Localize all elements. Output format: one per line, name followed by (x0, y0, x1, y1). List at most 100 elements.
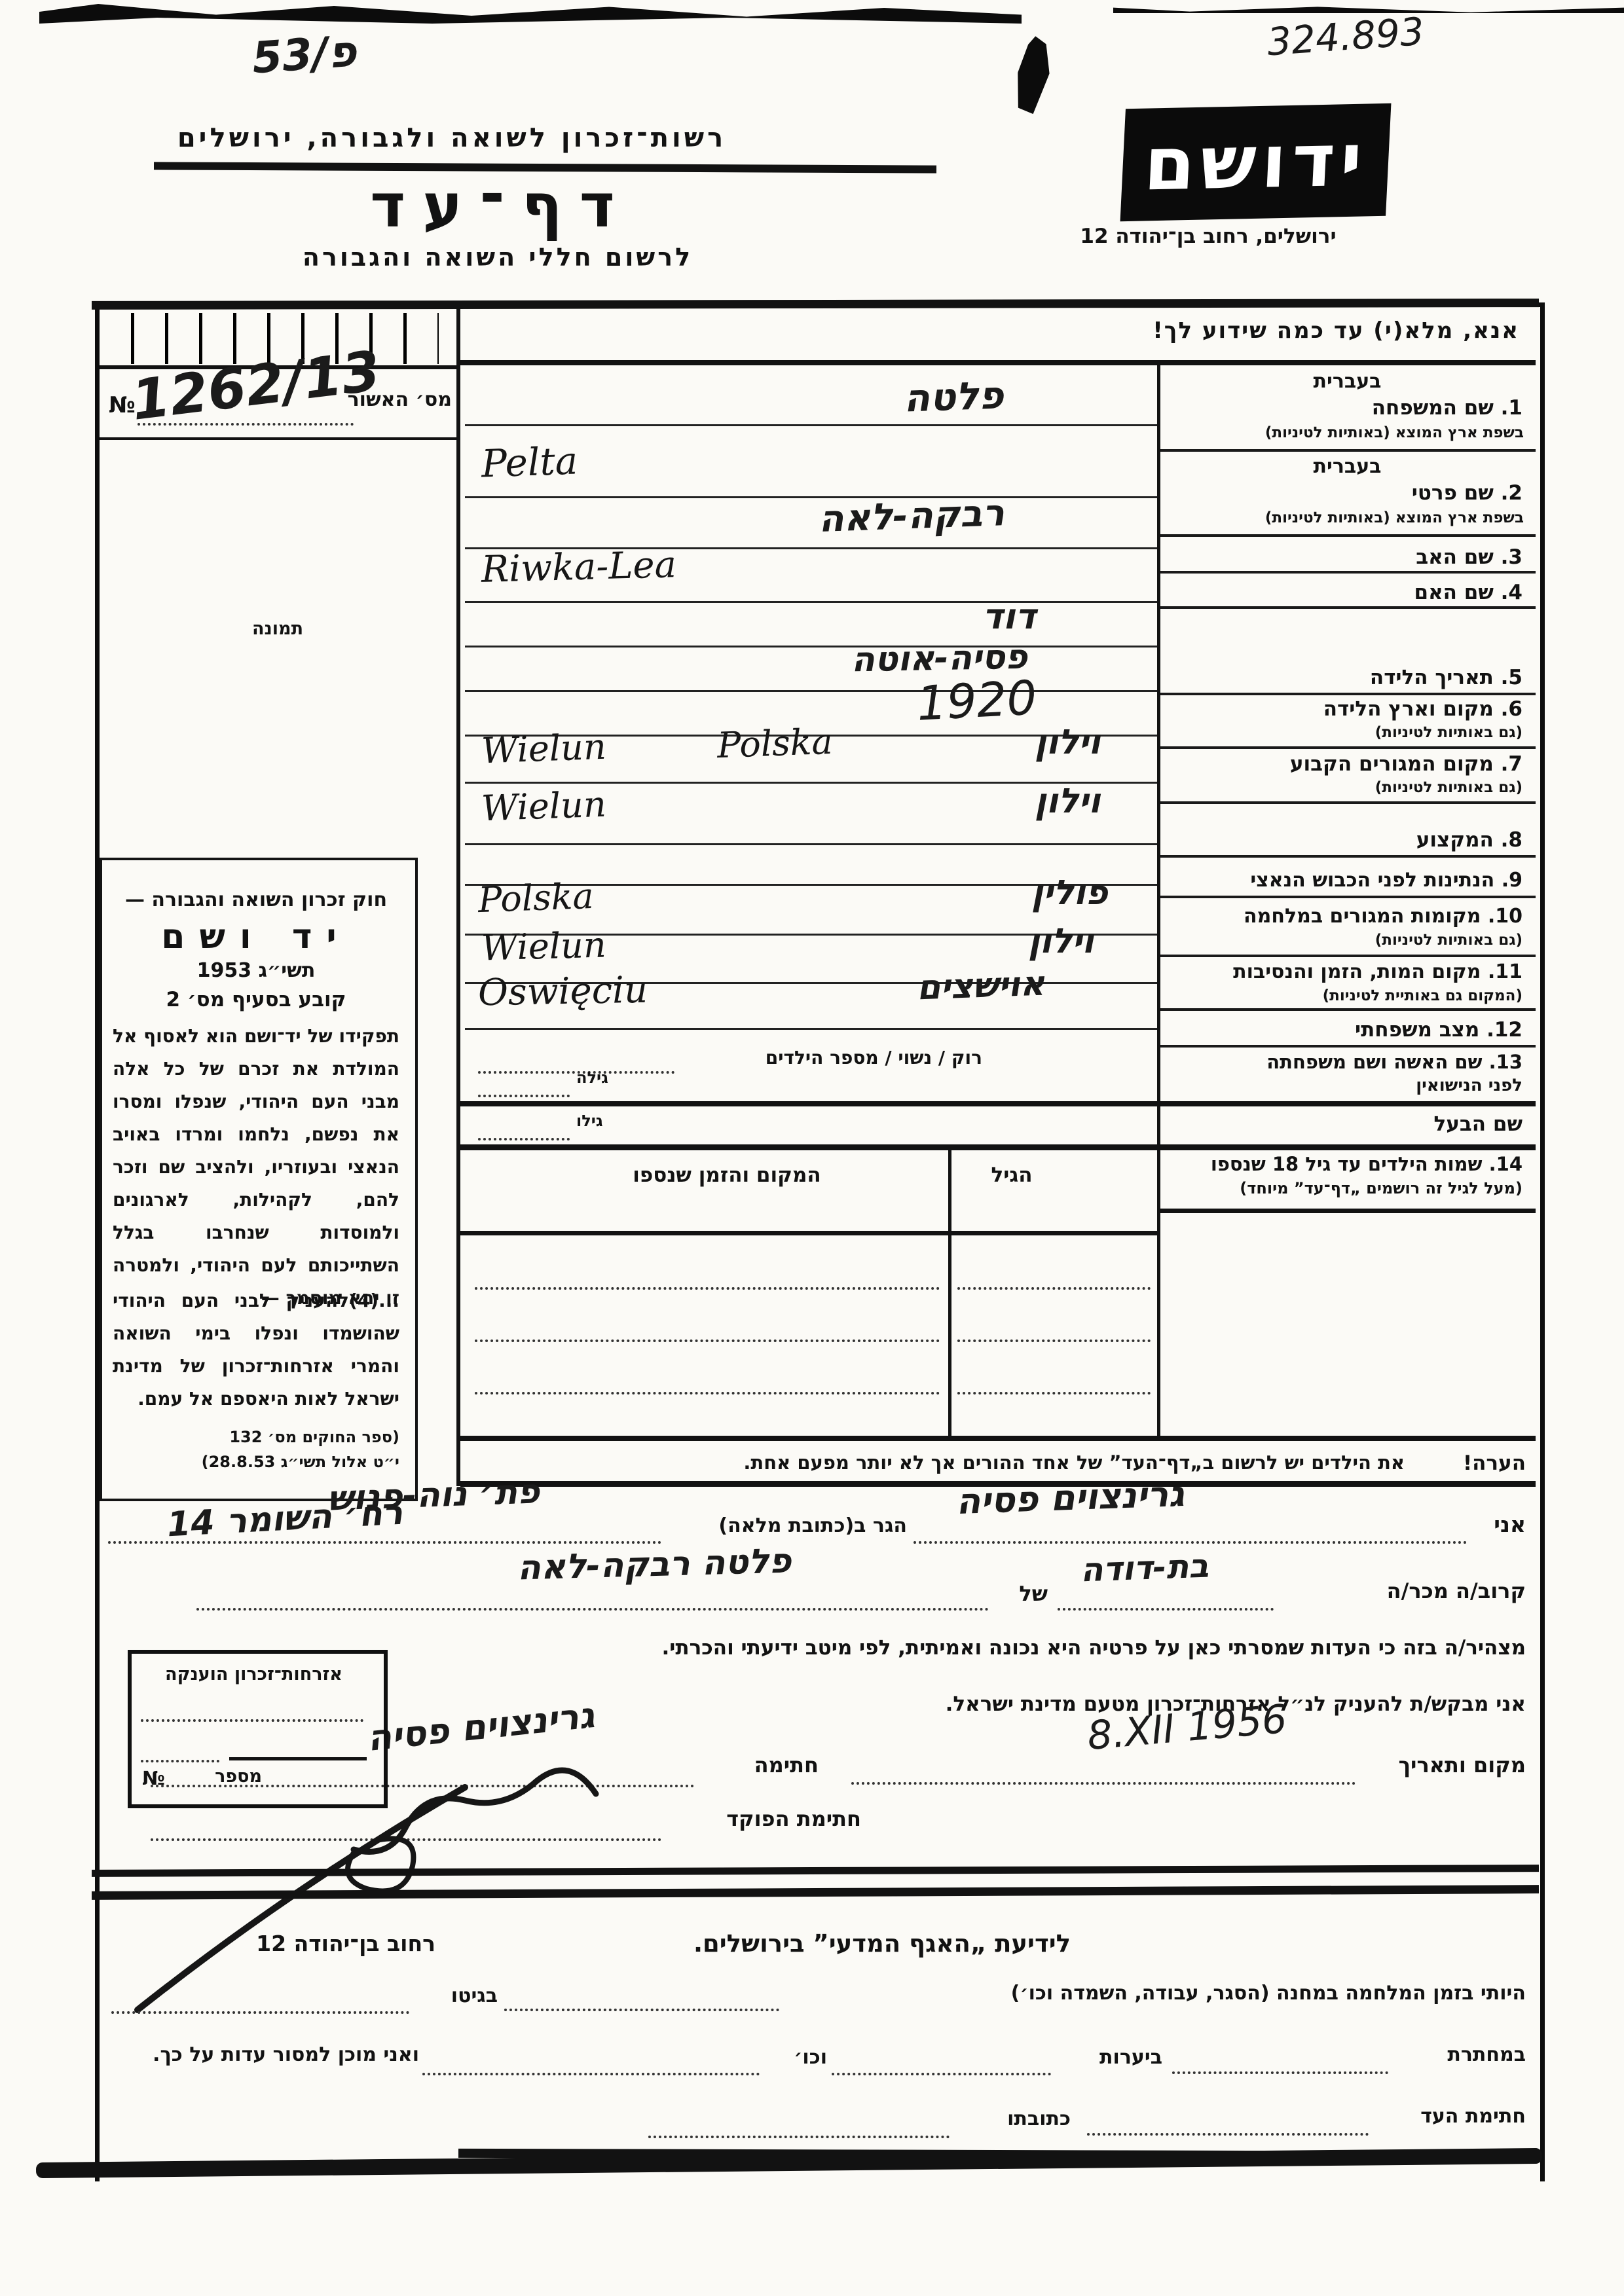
torn-edge-artifact (39, 4, 1022, 24)
war-residence-line (465, 960, 1157, 984)
residence-hebrew-value: וילון (1035, 782, 1101, 821)
note-title: הערה! (1462, 1451, 1526, 1475)
field7-label-underline (1160, 779, 1536, 804)
camp-line-label: היותי בזמן המלחמה במחנה (הסגר, עבודה, הש… (1010, 1982, 1526, 2005)
field11-label: 11. מקום המות, הזמן והנסיבות (1233, 960, 1522, 983)
relation-dotted-line (1058, 1584, 1274, 1611)
photo-label: תמונה (252, 619, 304, 639)
witness-signature-footer-dots (1087, 2109, 1369, 2136)
children-table-top-border (460, 1144, 1536, 1150)
catalog-number-handwritten: 324.893 (1265, 9, 1426, 65)
camp-dotted-line (504, 1985, 779, 2011)
logo-address: ירושלים, רחוב בן־יהודה 12 (1080, 225, 1337, 248)
family-status-options: רוק / נשוי / מספר הילדים (765, 1047, 982, 1068)
memorial-citizenship-stamp (128, 1650, 388, 1808)
fill-instruction: אנא, מלא(י) עד כמה שידוע לך! (1153, 318, 1519, 344)
children-table-bottom-border (460, 1436, 1536, 1441)
residence-line (465, 821, 1157, 845)
children-row2-place-line (475, 1316, 940, 1342)
children-row3-age-line (957, 1368, 1151, 1394)
death-place-hebrew-value: אוישצים (916, 964, 1046, 1008)
field8-label-underline (1160, 831, 1536, 858)
registrar-signature-label: חתימת הפוקד (726, 1806, 861, 1831)
family-name-latin-line (465, 474, 1157, 498)
relation-handwritten: בת-דודה (1080, 1546, 1209, 1590)
label-column-divider (1157, 361, 1160, 1436)
his-address-label: כתובתו (1007, 2107, 1071, 2130)
law-reference-2: י״ט אלול תשי״ג 28.8.53) (201, 1453, 399, 1471)
registration-box-bottom (100, 437, 456, 440)
witness-name-handwritten: גרינצוים פסיה (955, 1472, 1185, 1523)
declaration-i-label: אני (1494, 1512, 1526, 1537)
husband-age-hint: גילו (576, 1112, 603, 1130)
address-dotted-line (108, 1518, 661, 1544)
first-name-hebrew-line (465, 525, 1157, 549)
forests-label: ביערות (1099, 2046, 1162, 2069)
family-status-dots (478, 1048, 674, 1074)
law-body-continued: ...(4)להעניק לבני העם היהודי שהושמדו ונפ… (113, 1290, 399, 1410)
children-row1-age-line (957, 1264, 1151, 1290)
note-text: את הילדים יש לרשום ב„דף־העד” של אחד ההור… (743, 1451, 1405, 1474)
field2-sub-label: בשפת ארץ המוצא (באותיות לטיניות) (1264, 509, 1524, 526)
field6-label-underline (1160, 724, 1536, 749)
stamp-title: אזרחות־זכרון הוענקה (165, 1664, 342, 1685)
field1-language-label: בעברית (1313, 370, 1382, 393)
field12-label-underline (1160, 1021, 1536, 1048)
ready-to-testify-label: ואני מוכן למסור עדות על כך. (153, 2043, 419, 2066)
field14-label: 14. שמות הילדים עד גיל 18 שנספו (1210, 1153, 1522, 1175)
yad-vashem-logo-text: ידושם (1142, 117, 1369, 208)
field3-label-underline (1160, 549, 1536, 574)
profession-line (465, 862, 1157, 886)
field3-label: 3. שם האב (1416, 545, 1522, 569)
field8-label: 8. המקצוע (1416, 828, 1522, 852)
field12-label: 12. מצב משפחתי (1354, 1018, 1522, 1042)
authority-line: רשות־זכרון לשואה ולגבורה, ירושלים (177, 123, 727, 153)
field14-sub-label: (מעל לגיל זה רושמים „דף־עד” מיוחד) (1240, 1179, 1522, 1197)
signature-dotted-line (151, 1761, 694, 1787)
signature-label: חתימה (754, 1753, 819, 1777)
subject-dotted-line (196, 1584, 989, 1611)
yad-vashem-logo: ידושם (1120, 103, 1392, 222)
field2-label: 2. שם פרטי (1411, 481, 1522, 505)
place-date-label: מקום ותאריך (1398, 1753, 1526, 1777)
law-reference-1: (ספר החוקים מס׳ 132 (229, 1428, 399, 1446)
field6-sub-label: (גם באותיות לטיניות) (1375, 724, 1522, 741)
column-divider (456, 302, 460, 1486)
father-name-value: דוד (982, 596, 1037, 637)
birthplace-line (465, 759, 1157, 784)
underground-dotted-line (1172, 2048, 1388, 2074)
field4-label: 4. שם האם (1414, 581, 1522, 604)
relation-label: קרוב/ה מכר/ה (1386, 1578, 1526, 1603)
first-name-latin-line (465, 579, 1157, 603)
birth-year-line (465, 712, 1157, 737)
field2-label-underline (1160, 512, 1536, 537)
children-row2-age-line (957, 1316, 1151, 1342)
registration-dotted-line (138, 399, 354, 426)
law-body: תפקידו של יד־ושם הוא לאסוף אל המולדת את … (113, 1025, 399, 1309)
stamp-number-label: מספר (215, 1766, 262, 1787)
field9-label-underline (1160, 872, 1536, 898)
field14-label-underline (1160, 1209, 1536, 1213)
declare-statement: מצהיר/ה בזה כי העדות שמסרתי כאן על פרטיה… (661, 1636, 1526, 1660)
witness-signature-footer-label: חתימת העד (1420, 2105, 1526, 2128)
children-row1-place-line (475, 1264, 940, 1290)
law-section: קובע בסעיף מס׳ 2 (166, 988, 346, 1011)
wife-row-thick-divider (460, 1101, 1536, 1106)
mother-name-line (465, 668, 1157, 692)
citizenship-line (465, 911, 1157, 936)
stamp-dotted-line-2 (141, 1736, 219, 1762)
attention-address: רחוב בן־יהודה 12 (256, 1931, 435, 1956)
field11-label-underline (1160, 986, 1536, 1011)
husband-row-dots (478, 1114, 570, 1140)
wife-age-hint: גילה (576, 1068, 608, 1087)
field9-label: 9. הנתינות לפני הכבוש הנאצי (1250, 869, 1522, 892)
children-row3-place-line (475, 1368, 940, 1394)
war-residence-hebrew-value: וילון (1028, 922, 1094, 961)
father-name-line (465, 623, 1157, 647)
field4-label-underline (1160, 584, 1536, 609)
field11-sub-label: (המקום גם באותיית לטיניות) (1322, 987, 1522, 1004)
wife-row-dots (478, 1071, 570, 1097)
law-box (100, 858, 418, 1501)
registration-label: מס׳ האשור (347, 388, 452, 411)
